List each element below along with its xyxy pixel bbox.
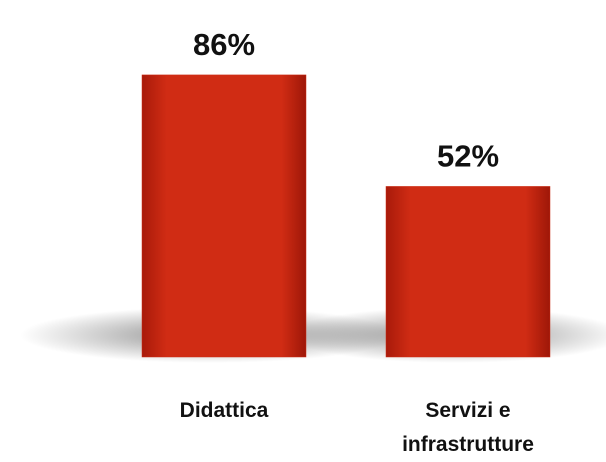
bar <box>385 186 551 358</box>
x-tick-label: Didattica <box>179 399 269 422</box>
value-label: 86% <box>193 27 255 62</box>
bar <box>141 74 307 358</box>
x-tick-label: Servizi e infrastrutture <box>402 399 534 456</box>
value-label: 52% <box>437 139 499 174</box>
